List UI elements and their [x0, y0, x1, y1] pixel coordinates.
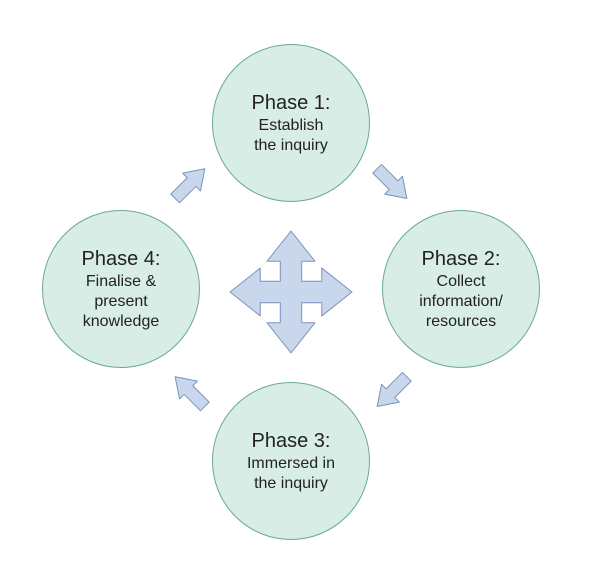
arrow-phase2-to-phase3 [367, 367, 417, 417]
node-phase3: Phase 3: Immersed inthe inquiry [212, 382, 370, 540]
arrow-phase1-to-phase2 [367, 159, 417, 209]
node-phase3-subtitle: Immersed inthe inquiry [247, 454, 335, 494]
node-phase1: Phase 1: Establishthe inquiry [212, 44, 370, 202]
arrow-phase3-to-phase4 [165, 367, 215, 417]
arrow-phase4-to-phase1 [165, 159, 215, 209]
diagram-stage: Phase 1: Establishthe inquiry Phase 2: C… [0, 0, 595, 578]
node-phase2-title: Phase 2: [422, 247, 501, 272]
node-phase1-title: Phase 1: [252, 91, 331, 116]
node-phase2: Phase 2: Collectinformation/resources [382, 210, 540, 368]
node-phase3-title: Phase 3: [252, 429, 331, 454]
node-phase4-title: Phase 4: [82, 247, 161, 272]
node-phase1-subtitle: Establishthe inquiry [254, 116, 328, 156]
center-four-way-arrow-icon [228, 229, 354, 355]
node-phase2-subtitle: Collectinformation/resources [419, 272, 503, 332]
node-phase4: Phase 4: Finalise &presentknowledge [42, 210, 200, 368]
node-phase4-subtitle: Finalise &presentknowledge [83, 272, 160, 332]
